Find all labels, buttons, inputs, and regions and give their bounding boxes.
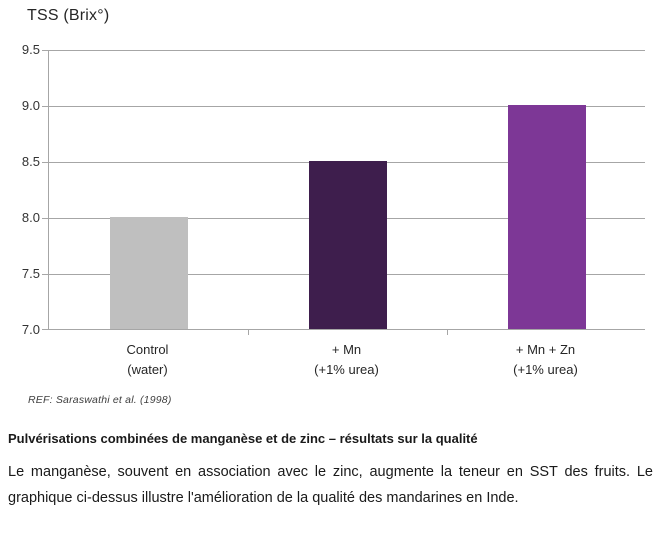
bar-mn-zn	[507, 105, 586, 329]
y-axis-tick-mark	[42, 106, 49, 107]
y-tick-label: 7.5	[21, 266, 40, 281]
gridline	[49, 106, 645, 107]
bar-chart-figure: TSS (Brix°) 9.5 9.0 8.5 8.0 7.5 7.0 Control (w…	[0, 7, 645, 380]
y-axis-tick-mark	[42, 329, 49, 330]
x-axis-tick-mark	[447, 329, 448, 335]
body-paragraph: Le manganèse, souvent en association ave…	[8, 464, 653, 506]
figure-caption: Pulvérisations combinées de manganèse et…	[8, 431, 478, 446]
plot-area	[42, 50, 645, 335]
category-label: + Mn (+1% urea)	[247, 340, 446, 380]
y-axis-tick-mark	[42, 218, 49, 219]
category-label: + Mn + Zn (+1% urea)	[446, 340, 645, 380]
y-axis-tick-mark	[42, 50, 49, 51]
y-axis-tick-mark	[42, 162, 49, 163]
bar-mn	[308, 161, 387, 329]
y-tick-label: 7.0	[21, 322, 40, 337]
y-tick-label: 8.0	[21, 210, 40, 225]
y-tick-label: 9.5	[21, 42, 40, 57]
gridline	[49, 50, 645, 51]
y-axis-tick-mark	[42, 274, 49, 275]
category-label-line: + Mn	[331, 342, 362, 357]
category-label-line: (+1% urea)	[513, 362, 578, 377]
category-label-line: (+1% urea)	[314, 362, 379, 377]
bar-control	[109, 217, 188, 329]
category-label-line: (water)	[127, 362, 168, 377]
y-tick-label: 8.5	[21, 154, 40, 169]
chart-title: TSS (Brix°)	[27, 7, 110, 24]
category-label-line: Control	[126, 342, 169, 357]
y-axis-labels: 9.5 9.0 8.5 8.0 7.5 7.0	[0, 42, 40, 337]
y-tick-label: 9.0	[21, 98, 40, 113]
reference-note: REF: Saraswathi et al. (1998)	[28, 394, 172, 406]
category-label: Control (water)	[48, 340, 247, 380]
category-label-line: + Mn + Zn	[515, 342, 576, 357]
x-axis-tick-mark	[248, 329, 249, 335]
